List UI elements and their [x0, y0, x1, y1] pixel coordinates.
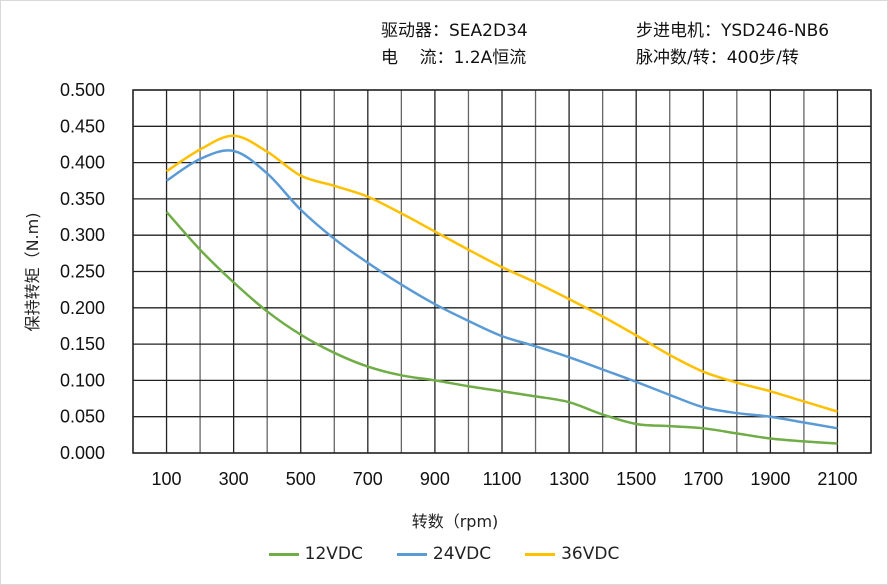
y-tick-label: 0.250	[60, 262, 105, 282]
current-label: 电 流：1.2A恒流	[381, 48, 527, 68]
x-tick-label: 2100	[817, 469, 857, 489]
motor-label: 步进电机：YSD246-NB6	[636, 21, 830, 41]
legend-label: 36VDC	[561, 544, 620, 564]
legend-label: 24VDC	[432, 544, 492, 564]
plot-border	[132, 89, 872, 454]
y-tick-label: 0.400	[60, 153, 105, 173]
x-tick-label: 900	[420, 469, 450, 489]
pulse-label: 脉冲数/转：400步/转	[636, 48, 799, 68]
legend: 12VDC 24VDC 36VDC	[0, 544, 888, 564]
legend-swatch	[268, 552, 299, 556]
x-tick-label: 500	[286, 469, 316, 489]
series-line-36VDC	[165, 134, 838, 413]
legend-item: 36VDC	[525, 544, 619, 564]
y-axis-label: 保持转矩（N.m)	[23, 213, 42, 332]
x-axis-label: 转数（rpm)	[412, 512, 499, 531]
x-tick-label: 1300	[549, 469, 589, 489]
y-tick-label: 0.200	[60, 298, 105, 318]
legend-swatch	[396, 552, 427, 556]
x-tick-label: 100	[152, 469, 182, 489]
y-tick-label: 0.150	[60, 334, 105, 354]
y-tick-label: 0.000	[60, 443, 105, 463]
x-tick-label: 1900	[750, 469, 790, 489]
series-line-12VDC	[165, 211, 838, 445]
y-tick-label: 0.100	[60, 370, 105, 390]
driver-label: 驱动器：SEA2D34	[381, 21, 528, 41]
y-tick-label: 0.050	[60, 407, 105, 427]
x-tick-label: 300	[219, 469, 249, 489]
legend-item: 24VDC	[396, 544, 492, 564]
y-tick-label: 0.300	[60, 225, 105, 245]
legend-label: 12VDC	[304, 544, 363, 564]
y-tick-label: 0.500	[60, 80, 105, 100]
x-tick-label: 700	[353, 469, 383, 489]
y-tick-label: 0.450	[60, 116, 105, 136]
y-tick-label: 0.350	[60, 189, 105, 209]
x-tick-label: 1700	[683, 469, 723, 489]
legend-swatch	[525, 552, 556, 556]
x-tick-label: 1500	[616, 469, 656, 489]
legend-item: 12VDC	[268, 544, 363, 564]
series-line-24VDC	[165, 149, 838, 430]
x-tick-label: 1100	[483, 469, 522, 489]
